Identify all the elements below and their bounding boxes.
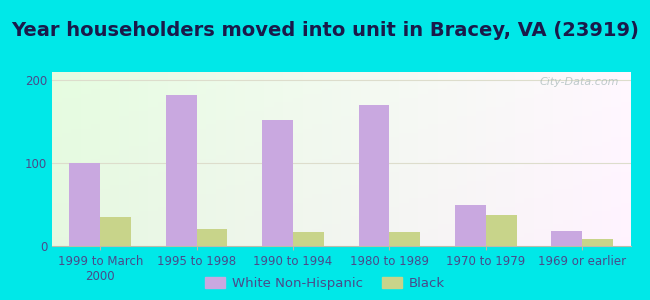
Bar: [293, 232, 324, 246]
Bar: [166, 95, 196, 246]
Bar: [455, 205, 486, 246]
Legend: White Non-Hispanic, Black: White Non-Hispanic, Black: [205, 278, 445, 290]
Bar: [486, 214, 517, 246]
Bar: [262, 120, 293, 246]
Bar: [196, 230, 227, 246]
Text: City-Data.com: City-Data.com: [540, 77, 619, 87]
Bar: [359, 105, 389, 246]
Bar: [70, 163, 100, 246]
Bar: [100, 217, 131, 246]
Bar: [582, 239, 613, 246]
Text: Year householders moved into unit in Bracey, VA (23919): Year householders moved into unit in Bra…: [11, 21, 639, 40]
Bar: [389, 232, 421, 246]
Bar: [551, 231, 582, 246]
